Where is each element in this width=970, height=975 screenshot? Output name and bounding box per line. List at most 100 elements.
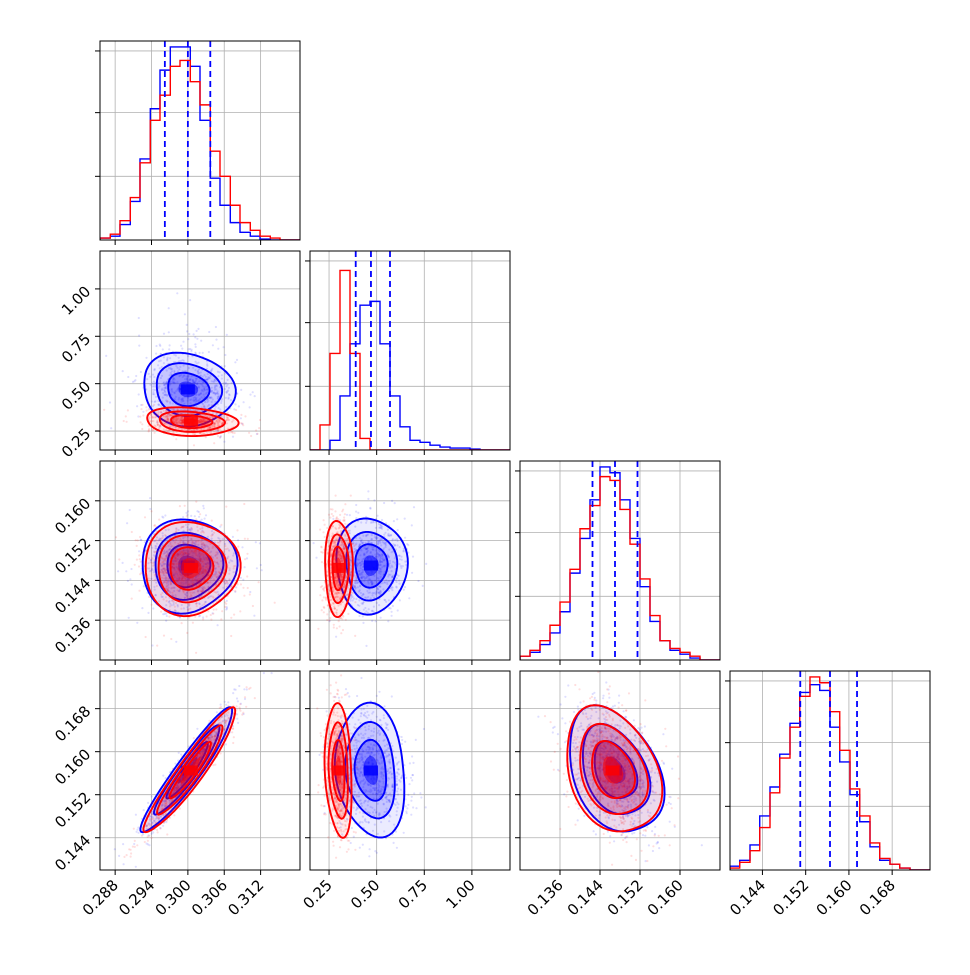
- scatter-point: [373, 499, 375, 501]
- scatter-point: [138, 554, 140, 556]
- scatter-point: [180, 753, 182, 755]
- scatter-point: [131, 583, 133, 585]
- scatter-point: [134, 564, 136, 566]
- scatter-point: [392, 605, 394, 607]
- scatter-point: [337, 518, 339, 520]
- scatter-point: [321, 585, 323, 587]
- scatter-point: [129, 578, 131, 580]
- histogram-step-red: [100, 60, 300, 240]
- scatter-point: [328, 619, 330, 621]
- scatter-point: [365, 645, 367, 647]
- scatter-point: [122, 370, 124, 372]
- y-tick-label: 0.160: [51, 494, 94, 537]
- scatter-point: [164, 514, 166, 516]
- scatter-point: [193, 444, 195, 446]
- scatter-point: [115, 536, 117, 538]
- scatter-point: [117, 570, 119, 572]
- scatter-point: [175, 438, 177, 440]
- scatter-point: [230, 431, 232, 433]
- scatter-point: [203, 405, 205, 407]
- scatter-point: [139, 416, 141, 418]
- scatter-point: [247, 538, 249, 540]
- scatter-point: [241, 546, 243, 548]
- scatter-point: [136, 829, 138, 831]
- scatter-point: [168, 348, 170, 350]
- scatter-point: [425, 563, 427, 565]
- scatter-point: [376, 515, 378, 517]
- scatter-point: [240, 583, 242, 585]
- y-tick-label: 0.75: [58, 330, 94, 366]
- scatter-point: [149, 497, 151, 499]
- scatter-point: [138, 832, 140, 834]
- scatter-point: [390, 607, 392, 609]
- scatter-point: [134, 379, 136, 381]
- scatter-point: [350, 607, 352, 609]
- scatter-point: [168, 331, 170, 333]
- scatter-point: [136, 405, 138, 407]
- scatter-point: [184, 313, 186, 315]
- scatter-point: [148, 430, 150, 432]
- scatter-point: [198, 615, 200, 617]
- scatter-point: [236, 359, 238, 361]
- scatter-point: [126, 421, 128, 423]
- scatter-point: [253, 615, 255, 617]
- scatter-point: [244, 538, 246, 540]
- scatter-point: [196, 728, 198, 730]
- scatter-point: [143, 548, 145, 550]
- scatter-point: [158, 519, 160, 521]
- scatter-point: [383, 502, 385, 504]
- scatter-point: [339, 625, 341, 627]
- scatter-point: [261, 569, 263, 571]
- scatter-point: [233, 614, 235, 616]
- scatter-point: [212, 613, 214, 615]
- scatter-point: [220, 524, 222, 526]
- scatter-point: [200, 340, 202, 342]
- scatter-point: [163, 635, 165, 637]
- scatter-point: [236, 529, 238, 531]
- scatter-point: [162, 613, 164, 615]
- scatter-point: [404, 586, 406, 588]
- scatter-point: [184, 505, 186, 507]
- scatter-point: [345, 619, 347, 621]
- scatter-point: [153, 525, 155, 527]
- panel-plot-area: [100, 461, 300, 660]
- scatter-point: [148, 596, 150, 598]
- scatter-point: [344, 503, 346, 505]
- scatter-point: [247, 587, 249, 589]
- scatter-point: [243, 503, 245, 505]
- scatter-point: [166, 400, 168, 402]
- scatter-point: [118, 558, 120, 560]
- scatter-point: [258, 581, 260, 583]
- y-tick-label: 0.152: [51, 534, 94, 577]
- scatter-point: [252, 605, 254, 607]
- scatter-point: [346, 514, 348, 516]
- scatter-point: [187, 338, 189, 340]
- scatter-point: [354, 635, 356, 637]
- scatter-point: [148, 408, 150, 410]
- scatter-point: [319, 529, 321, 531]
- scatter-point: [246, 688, 248, 690]
- scatter-point: [246, 553, 248, 555]
- scatter-point: [138, 590, 140, 592]
- scatter-point: [196, 510, 198, 512]
- scatter-point: [161, 516, 163, 518]
- scatter-point: [381, 519, 383, 521]
- scatter-point: [202, 352, 204, 354]
- scatter-point: [195, 652, 197, 654]
- scatter-point: [347, 526, 349, 528]
- scatter-point: [246, 575, 248, 577]
- scatter-point: [142, 551, 144, 553]
- scatter-point: [332, 518, 334, 520]
- scatter-point: [130, 568, 132, 570]
- scatter-point: [140, 408, 142, 410]
- y-tick-label: 0.144: [51, 574, 94, 617]
- scatter-point: [138, 335, 140, 337]
- scatter-point: [137, 415, 139, 417]
- scatter-point: [190, 515, 192, 517]
- scatter-point: [225, 704, 227, 706]
- scatter-point: [138, 345, 140, 347]
- panel-plot-area: [100, 41, 300, 240]
- scatter-point: [232, 692, 234, 694]
- scatter-point: [197, 328, 199, 330]
